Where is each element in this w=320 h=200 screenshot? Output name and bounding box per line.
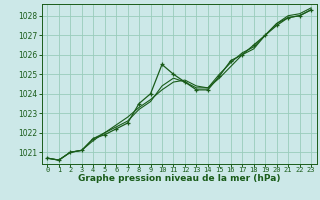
X-axis label: Graphe pression niveau de la mer (hPa): Graphe pression niveau de la mer (hPa) xyxy=(78,174,280,183)
